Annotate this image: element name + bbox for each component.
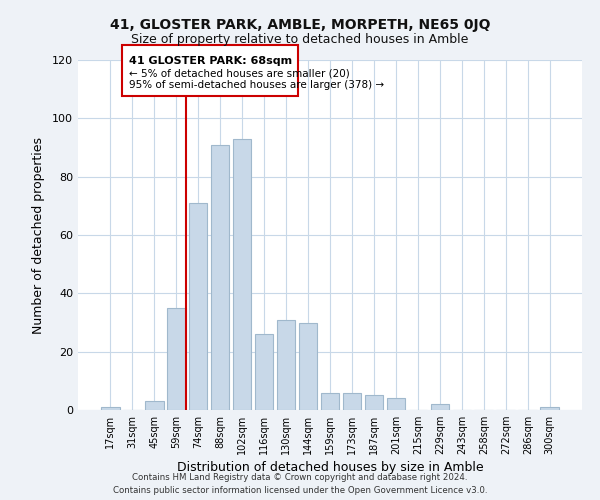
Text: Contains HM Land Registry data © Crown copyright and database right 2024.: Contains HM Land Registry data © Crown c… xyxy=(132,472,468,482)
Bar xyxy=(541,407,559,410)
Bar xyxy=(233,139,251,410)
Bar xyxy=(320,392,340,410)
Bar xyxy=(255,334,274,410)
FancyBboxPatch shape xyxy=(122,46,298,96)
Bar xyxy=(431,404,449,410)
Text: Size of property relative to detached houses in Amble: Size of property relative to detached ho… xyxy=(131,32,469,46)
Text: Contains public sector information licensed under the Open Government Licence v3: Contains public sector information licen… xyxy=(113,486,487,495)
Bar xyxy=(211,144,229,410)
Bar xyxy=(299,322,317,410)
X-axis label: Distribution of detached houses by size in Amble: Distribution of detached houses by size … xyxy=(176,462,484,474)
Bar xyxy=(386,398,405,410)
Bar xyxy=(145,401,164,410)
Bar xyxy=(101,407,119,410)
Bar xyxy=(189,203,208,410)
Text: 41 GLOSTER PARK: 68sqm: 41 GLOSTER PARK: 68sqm xyxy=(128,56,292,66)
Bar xyxy=(167,308,185,410)
Bar xyxy=(365,396,383,410)
Text: 95% of semi-detached houses are larger (378) →: 95% of semi-detached houses are larger (… xyxy=(129,80,384,90)
Text: 41, GLOSTER PARK, AMBLE, MORPETH, NE65 0JQ: 41, GLOSTER PARK, AMBLE, MORPETH, NE65 0… xyxy=(110,18,490,32)
Bar xyxy=(343,392,361,410)
Text: ← 5% of detached houses are smaller (20): ← 5% of detached houses are smaller (20) xyxy=(129,69,350,79)
Bar xyxy=(277,320,295,410)
Y-axis label: Number of detached properties: Number of detached properties xyxy=(32,136,45,334)
